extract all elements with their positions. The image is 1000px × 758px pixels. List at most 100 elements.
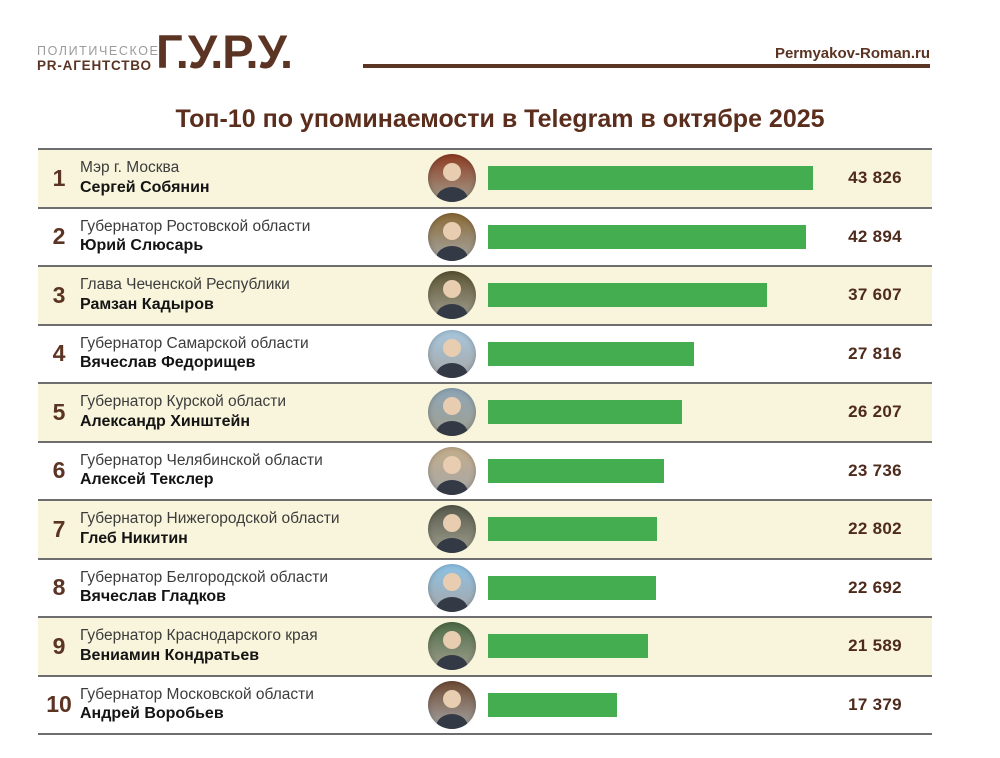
rank-number: 1 <box>52 164 66 191</box>
bar-track <box>488 575 818 600</box>
person-avatar <box>428 563 476 612</box>
person-silhouette-icon <box>436 397 468 437</box>
mentions-count: 26 207 <box>848 402 902 422</box>
person-position: Мэр г. Москва <box>80 159 180 177</box>
person-info: Губернатор Курской области Александр Хинш… <box>80 392 386 432</box>
agency-label-line2: PR-АГЕНТСТВО <box>37 58 152 74</box>
bar-track <box>488 517 818 542</box>
bar-track <box>488 166 818 191</box>
rank-number: 2 <box>52 223 66 250</box>
person-info: Губернатор Ростовской области Юрий Слюсар… <box>80 217 386 257</box>
table-row: 5 Губернатор Курской области Александр Хин… <box>38 382 932 441</box>
person-position: Губернатор Челябинской области <box>80 451 323 469</box>
mentions-bar <box>488 634 648 659</box>
person-silhouette-icon <box>436 163 468 203</box>
person-info: Губернатор Краснодарского края Вениамин К… <box>80 626 386 666</box>
person-position: Губернатор Белгородской области <box>80 568 328 586</box>
person-position: Губернатор Московской области <box>80 685 314 703</box>
person-name: Глеб Никитин <box>80 529 188 547</box>
mentions-count: 42 894 <box>848 226 902 246</box>
person-position: Глава Чеченской Республики <box>80 276 290 294</box>
mentions-count: 27 816 <box>848 343 902 363</box>
person-position: Губернатор Краснодарского края <box>80 627 318 645</box>
mentions-count: 37 607 <box>848 285 902 305</box>
person-silhouette-icon <box>436 280 468 320</box>
person-info: Губернатор Самарской области Вячеслав Фед… <box>80 334 386 374</box>
rank-number: 3 <box>52 281 66 308</box>
person-info: Мэр г. Москва Сергей Собянин <box>80 158 386 198</box>
person-position: Губернатор Самарской области <box>80 334 309 352</box>
mentions-bar <box>488 692 617 717</box>
person-avatar <box>428 446 476 495</box>
agency-label: ПОЛИТИЧЕСКОЕ PR-АГЕНТСТВО <box>37 44 159 74</box>
person-info: Губернатор Белгородской области Вячеслав … <box>80 568 386 608</box>
person-avatar <box>428 271 476 320</box>
person-silhouette-icon <box>436 338 468 378</box>
bar-track <box>488 634 818 659</box>
bar-track <box>488 400 818 425</box>
mentions-bar <box>488 517 657 542</box>
mentions-count: 23 736 <box>848 460 902 480</box>
person-name: Вениамин Кондратьев <box>80 646 260 664</box>
rank-number: 10 <box>46 691 72 718</box>
person-name: Алексей Текслер <box>80 471 214 489</box>
person-position: Губернатор Ростовской области <box>80 217 311 235</box>
header-divider-line <box>363 64 930 68</box>
mentions-count: 21 589 <box>848 636 902 656</box>
person-avatar <box>428 680 476 729</box>
mentions-count: 22 802 <box>848 519 902 539</box>
rank-number: 4 <box>52 340 66 367</box>
person-silhouette-icon <box>436 572 468 612</box>
rank-number: 7 <box>52 515 66 542</box>
table-row: 9 Губернатор Краснодарского края Вениамин … <box>38 616 932 675</box>
table-row: 1 Мэр г. Москва Сергей Собянин 43 826 <box>38 148 932 207</box>
bar-track <box>488 283 818 308</box>
agency-label-line1: ПОЛИТИЧЕСКОЕ <box>37 44 160 58</box>
mentions-bar <box>488 341 694 366</box>
table-row: 2 Губернатор Ростовской области Юрий Слюса… <box>38 206 932 265</box>
mentions-bar <box>488 575 656 600</box>
person-silhouette-icon <box>436 631 468 671</box>
rank-number: 5 <box>52 398 66 425</box>
person-name: Юрий Слюсарь <box>80 237 204 255</box>
person-silhouette-icon <box>436 221 468 261</box>
bar-track <box>488 341 818 366</box>
person-info: Глава Чеченской Республики Рамзан Кадыров <box>80 275 386 315</box>
bar-track <box>488 692 818 717</box>
person-name: Андрей Воробьев <box>80 705 224 723</box>
table-row: 4 Губернатор Самарской области Вячеслав Фе… <box>38 323 932 382</box>
table-row: 8 Губернатор Белгородской области Вячеслав… <box>38 557 932 616</box>
mentions-count: 17 379 <box>848 694 902 714</box>
rank-number: 6 <box>52 457 66 484</box>
person-silhouette-icon <box>436 514 468 554</box>
guru-logo: Г.У.Р.У. <box>156 25 293 78</box>
rank-number: 9 <box>52 632 66 659</box>
person-silhouette-icon <box>436 455 468 495</box>
person-name: Сергей Собянин <box>80 178 210 196</box>
mentions-bar <box>488 400 682 425</box>
person-position: Губернатор Курской области <box>80 393 287 411</box>
person-name: Вячеслав Федорищев <box>80 354 256 372</box>
mentions-bar <box>488 458 664 483</box>
person-info: Губернатор Челябинской области Алексей Те… <box>80 451 386 491</box>
person-avatar <box>428 212 476 261</box>
table-row: 7 Губернатор Нижегородской области Глеб Ни… <box>38 499 932 558</box>
person-silhouette-icon <box>436 689 468 729</box>
person-avatar <box>428 329 476 378</box>
person-avatar <box>428 505 476 554</box>
bar-track <box>488 458 818 483</box>
table-row: 10 Губернатор Московской области Андрей Во… <box>38 674 932 733</box>
mentions-bar <box>488 283 767 308</box>
table-row: 6 Губернатор Челябинской области Алексей Т… <box>38 440 932 499</box>
mentions-count: 43 826 <box>848 168 902 188</box>
mentions-bar <box>488 166 813 191</box>
person-name: Рамзан Кадыров <box>80 295 214 313</box>
mentions-count: 22 692 <box>848 577 902 597</box>
person-name: Вячеслав Гладков <box>80 588 227 606</box>
site-url-text: Permyakov-Roman.ru <box>774 45 930 62</box>
rank-number: 8 <box>52 574 66 601</box>
person-avatar <box>428 388 476 437</box>
person-name: Александр Хинштейн <box>80 412 250 430</box>
person-avatar <box>428 622 476 671</box>
